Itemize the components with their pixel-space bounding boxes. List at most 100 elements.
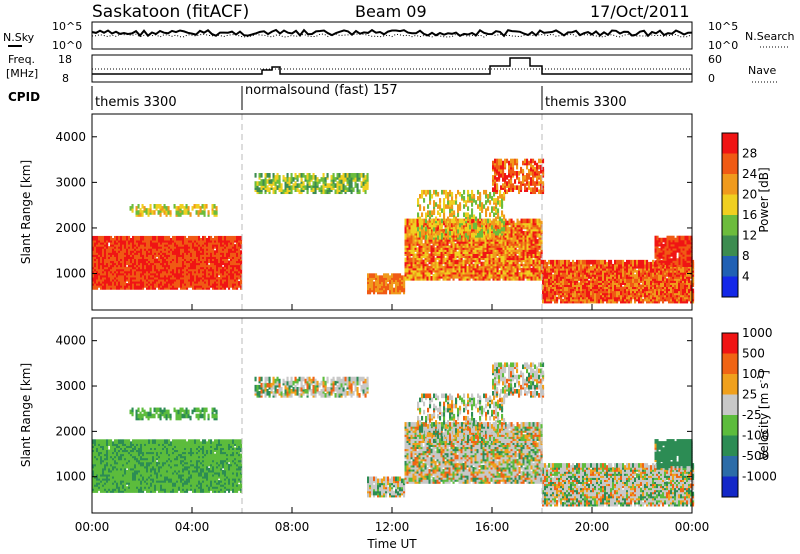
power-cell xyxy=(185,204,188,209)
nsearch-label: N.Search xyxy=(745,30,795,43)
power-cell xyxy=(128,250,131,255)
power-cell xyxy=(444,267,447,273)
power-cell xyxy=(498,263,501,269)
power-cell xyxy=(278,175,281,180)
power-cell xyxy=(260,179,263,184)
power-cell xyxy=(472,263,475,269)
power-cell xyxy=(268,179,271,184)
power-cell xyxy=(369,289,372,295)
power-cell xyxy=(147,212,150,217)
power-cell xyxy=(340,175,343,180)
power-cell xyxy=(371,285,374,291)
power-cell xyxy=(508,160,511,166)
power-cell xyxy=(155,204,158,209)
power-cell xyxy=(468,267,471,273)
power-cell xyxy=(350,189,353,195)
power-cell xyxy=(496,235,499,240)
power-cell xyxy=(428,276,431,281)
power-cell xyxy=(454,230,457,236)
power-cell xyxy=(120,235,123,241)
power-cell xyxy=(600,294,603,300)
power-cell xyxy=(562,288,565,294)
power-cell xyxy=(340,183,343,188)
power-cell xyxy=(238,235,241,241)
power-cell xyxy=(230,235,233,241)
power-cell xyxy=(424,265,427,271)
power-cell xyxy=(556,268,559,273)
power-cell xyxy=(518,257,521,263)
power-cell xyxy=(324,177,327,182)
power-cell xyxy=(158,248,161,253)
power-cell xyxy=(234,244,237,249)
power-cell xyxy=(130,237,133,243)
power-cell xyxy=(566,259,569,265)
power-cell xyxy=(588,268,591,273)
power-cell xyxy=(508,183,511,188)
power-cell xyxy=(460,271,463,277)
power-cell xyxy=(538,189,541,195)
power-cell xyxy=(620,272,623,277)
power-cell xyxy=(206,237,209,243)
power-cell xyxy=(602,259,605,265)
power-cell xyxy=(496,183,499,188)
power-cell xyxy=(215,206,218,211)
power-cell xyxy=(218,276,221,282)
power-cell xyxy=(276,185,279,190)
power-cell xyxy=(126,266,129,272)
power-cell xyxy=(544,274,547,279)
power-cell xyxy=(512,255,515,261)
power-cell xyxy=(630,259,633,265)
power-cell xyxy=(520,185,523,190)
power-cell xyxy=(578,266,581,271)
power-cell xyxy=(162,281,165,286)
power-cell xyxy=(504,173,507,178)
power-cell xyxy=(610,274,613,279)
power-cell xyxy=(424,243,427,248)
power-cell xyxy=(484,251,487,257)
power-cell xyxy=(496,168,499,174)
power-cell xyxy=(410,273,413,279)
power-cell xyxy=(197,204,200,209)
power-cell xyxy=(506,220,509,226)
power-cell xyxy=(520,218,523,224)
power-cell xyxy=(195,204,198,209)
power-cell xyxy=(96,270,99,276)
power-cell xyxy=(282,175,285,180)
power-cell xyxy=(226,235,229,241)
noise-sky-line xyxy=(91,28,693,38)
power-cell xyxy=(522,241,525,246)
power-cell xyxy=(176,252,179,257)
power-cell xyxy=(550,292,553,298)
power-cell xyxy=(200,268,203,274)
power-cell xyxy=(486,249,489,254)
power-cell xyxy=(530,235,533,240)
power-cell xyxy=(580,259,583,265)
power-cell xyxy=(540,220,543,226)
power-cell xyxy=(426,263,429,269)
power-cell xyxy=(176,235,179,241)
power-cell xyxy=(508,187,511,192)
power-cell xyxy=(142,258,145,264)
power-cell xyxy=(98,235,101,241)
power-cell xyxy=(466,265,469,271)
power-cell xyxy=(391,287,394,293)
power-cell xyxy=(518,170,521,176)
power-cell xyxy=(106,274,109,280)
power-cell xyxy=(524,247,527,252)
power-cell xyxy=(167,206,170,211)
power-cell xyxy=(385,273,388,278)
power-cell xyxy=(552,274,555,279)
power-cell xyxy=(588,280,591,285)
power-cell xyxy=(440,263,443,269)
power-cell xyxy=(476,253,479,259)
power-cell xyxy=(538,181,541,186)
power-cell xyxy=(536,175,539,180)
power-cell xyxy=(514,170,517,176)
power-cell xyxy=(270,179,273,184)
power-cell xyxy=(104,235,107,241)
power-cell xyxy=(434,257,437,263)
nsky-label: N.Sky xyxy=(3,31,35,44)
power-cell xyxy=(548,259,551,265)
power-cell xyxy=(408,218,411,224)
power-cell xyxy=(576,274,579,279)
